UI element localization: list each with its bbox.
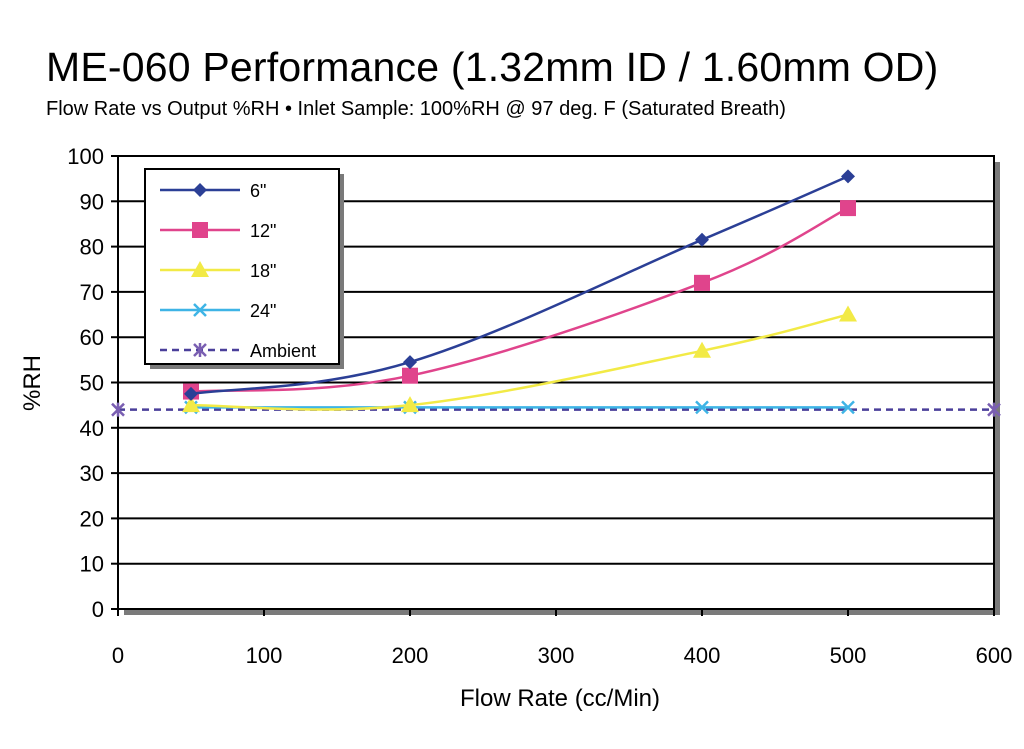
x-tick-label: 300 bbox=[538, 643, 575, 668]
x-tick-label: 500 bbox=[830, 643, 867, 668]
data-point bbox=[840, 200, 856, 217]
legend-swatch-marker bbox=[192, 222, 208, 238]
legend-items: 6" 12" 18" 24" Ambient bbox=[160, 181, 316, 361]
data-point bbox=[402, 367, 418, 384]
chart-title: ME-060 Performance (1.32mm ID / 1.60mm O… bbox=[46, 44, 939, 90]
data-point bbox=[694, 274, 710, 291]
series-line bbox=[190, 175, 849, 396]
data-point bbox=[695, 400, 709, 415]
data-point bbox=[182, 396, 200, 413]
legend-label: 24" bbox=[250, 301, 276, 321]
legend-item: Ambient bbox=[160, 341, 316, 361]
y-tick-label: 10 bbox=[80, 552, 104, 577]
legend-label: 12" bbox=[250, 221, 276, 241]
legend-item: 24" bbox=[160, 301, 276, 321]
data-point bbox=[184, 386, 198, 401]
legend-label: 6" bbox=[250, 181, 266, 201]
series-4 bbox=[111, 402, 1001, 417]
y-tick-label: 60 bbox=[80, 325, 104, 350]
x-tick-label: 600 bbox=[976, 643, 1013, 668]
y-tick-labels: 0 10 20 30 40 50 60 70 80 90 100 bbox=[67, 144, 104, 622]
legend-swatch-marker bbox=[191, 261, 209, 277]
legend-item: 18" bbox=[160, 261, 276, 281]
data-point bbox=[695, 232, 709, 247]
legend: 6" 12" 18" 24" Ambient bbox=[144, 168, 344, 369]
chart-subtitle: Flow Rate vs Output %RH • Inlet Sample: … bbox=[46, 98, 786, 120]
x-axis-title: Flow Rate (cc/Min) bbox=[460, 685, 660, 712]
data-point bbox=[403, 355, 417, 370]
series-line bbox=[190, 206, 849, 393]
data-point bbox=[839, 305, 857, 322]
y-tick-label: 50 bbox=[80, 371, 104, 396]
legend-box bbox=[144, 168, 340, 365]
data-point bbox=[111, 402, 125, 417]
x-tick-label: 400 bbox=[684, 643, 721, 668]
x-tick-labels: 0 100 200 300 400 500 600 bbox=[112, 643, 1012, 668]
y-tick-label: 70 bbox=[80, 280, 104, 305]
series-0 bbox=[184, 169, 855, 401]
legend-swatch-marker bbox=[193, 343, 207, 357]
y-tick-label: 30 bbox=[80, 461, 104, 486]
y-tick-label: 0 bbox=[92, 597, 104, 622]
legend-item: 12" bbox=[160, 221, 276, 241]
y-tick-label: 80 bbox=[80, 235, 104, 260]
y-tick-label: 100 bbox=[67, 144, 104, 169]
data-point bbox=[693, 341, 711, 358]
x-tick-label: 100 bbox=[246, 643, 283, 668]
legend-swatch-marker bbox=[193, 303, 207, 317]
legend-swatch-marker bbox=[193, 183, 207, 197]
y-tick-label: 90 bbox=[80, 189, 104, 214]
series-line bbox=[190, 313, 849, 411]
legend-label: Ambient bbox=[250, 341, 316, 361]
data-point bbox=[401, 396, 419, 413]
legend-label: 18" bbox=[250, 261, 276, 281]
axis-ticks bbox=[111, 155, 995, 616]
x-tick-label: 200 bbox=[392, 643, 429, 668]
x-tick-label: 0 bbox=[112, 643, 124, 668]
series-layer bbox=[111, 169, 1001, 417]
data-point bbox=[841, 400, 855, 415]
data-point bbox=[987, 402, 1001, 417]
y-axis-title: %RH bbox=[19, 355, 46, 411]
data-point bbox=[841, 169, 855, 184]
series-2 bbox=[182, 305, 857, 413]
legend-item: 6" bbox=[160, 181, 266, 201]
y-tick-label: 20 bbox=[80, 506, 104, 531]
y-tick-label: 40 bbox=[80, 416, 104, 441]
